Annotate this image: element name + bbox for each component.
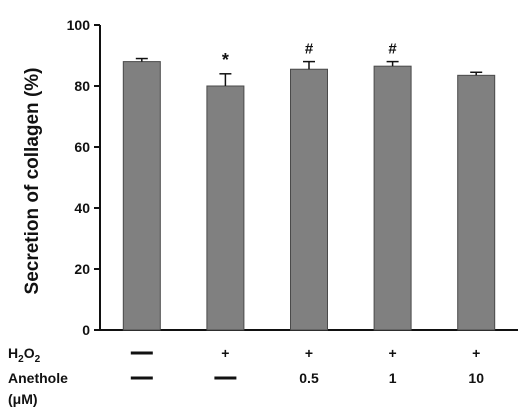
significance-hash: # <box>305 41 314 58</box>
y-tick-label: 20 <box>74 261 90 277</box>
anethole-unit-label: (μM) <box>8 391 38 407</box>
anethole-condition: 0.5 <box>299 370 319 386</box>
y-tick-label: 60 <box>74 139 90 155</box>
y-tick-label: 0 <box>82 322 90 338</box>
significance-star: * <box>222 50 229 70</box>
anethole-row-label: Anethole <box>8 370 68 386</box>
bars: * # # <box>122 41 496 331</box>
condition-rows: + +0.5 +1 +10 <box>130 345 484 386</box>
h2o2-condition: + <box>221 345 229 361</box>
h2o2-condition: + <box>472 345 480 361</box>
h2o2-condition: + <box>389 345 397 361</box>
anethole-condition: 1 <box>389 370 397 386</box>
anethole-condition: 10 <box>468 370 484 386</box>
axes: 0 20 40 60 80 100 <box>67 17 518 338</box>
significance-hash: # <box>388 41 397 58</box>
bar <box>290 68 328 331</box>
y-tick-label: 40 <box>74 200 90 216</box>
y-axis-label: Secretion of collagen (%) <box>22 68 43 295</box>
bar <box>457 74 496 331</box>
h2o2-condition: + <box>305 345 313 361</box>
bar <box>122 61 161 331</box>
bar <box>373 65 412 331</box>
y-tick-label: 80 <box>74 78 90 94</box>
bar <box>206 85 245 331</box>
y-tick-label: 100 <box>67 17 91 33</box>
h2o2-row-label: H2O2 <box>8 345 41 365</box>
